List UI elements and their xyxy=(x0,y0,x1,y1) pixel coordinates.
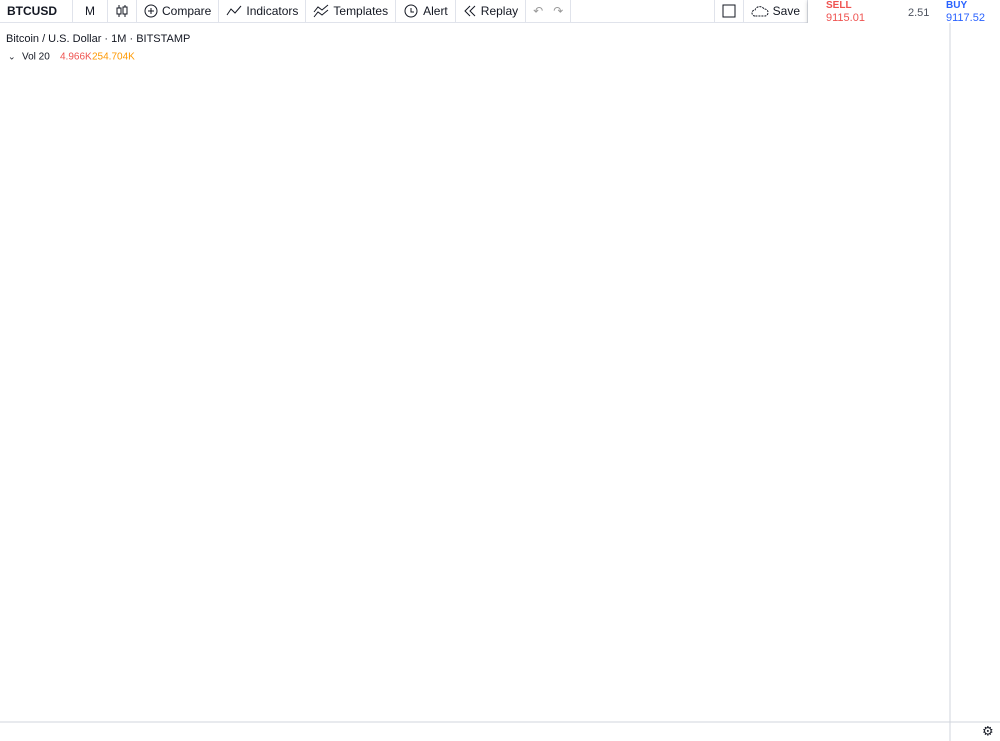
save-button[interactable]: Save xyxy=(744,0,808,22)
alert-button[interactable]: Alert xyxy=(396,0,456,22)
undo-redo[interactable]: ↶ ↷ xyxy=(526,0,572,22)
volume-title: Vol 20 xyxy=(22,52,50,63)
indicators-button[interactable]: Indicators xyxy=(219,0,307,22)
symbol[interactable]: BTCUSD xyxy=(0,0,73,22)
symbol-text: BTCUSD xyxy=(7,4,57,18)
candle-icon xyxy=(116,5,128,17)
interval-text: M xyxy=(85,4,95,18)
replay-icon xyxy=(464,5,476,17)
indicators-icon xyxy=(226,5,242,16)
spread: 2.51 xyxy=(908,7,930,19)
chart: Bitcoin / U.S. Dollar · 1M · BITSTAMP ⌄ … xyxy=(0,23,1000,741)
alert-icon xyxy=(404,4,418,18)
chart-style[interactable] xyxy=(108,0,137,22)
replay-button[interactable]: Replay xyxy=(456,0,527,22)
chart-title: Bitcoin / U.S. Dollar · 1M · BITSTAMP xyxy=(6,33,190,45)
volume-ma: 254.704K xyxy=(92,52,135,63)
square-icon xyxy=(722,4,736,18)
volume-toggle[interactable]: ⌄ xyxy=(8,51,16,61)
cloud-icon xyxy=(751,6,769,17)
interval[interactable]: M xyxy=(73,0,108,22)
indicators-text: Indicators xyxy=(246,4,299,18)
chart-background xyxy=(0,23,1000,741)
layout-button[interactable] xyxy=(713,0,744,22)
plus-icon xyxy=(144,4,158,18)
save-text: Save xyxy=(772,4,800,18)
sell-label[interactable]: SELL xyxy=(826,0,852,11)
templates-button[interactable]: Templates xyxy=(306,0,397,22)
buy-price[interactable]: 9117.52 xyxy=(946,12,985,24)
templates-icon xyxy=(314,4,329,18)
templates-text: Templates xyxy=(333,4,389,18)
toolbar: BTCUSD M Compare Indicators Templates Al… xyxy=(0,0,1000,23)
compare-text: Compare xyxy=(162,4,212,18)
replay-text: Replay xyxy=(480,4,519,18)
volume-value: 4.966K xyxy=(60,52,92,63)
sell-price[interactable]: 9115.01 xyxy=(826,12,865,24)
compare-button[interactable]: Compare xyxy=(137,0,220,22)
settings-icon[interactable]: ⚙ xyxy=(982,723,994,738)
alert-text: Alert xyxy=(423,4,448,18)
buy-label[interactable]: BUY xyxy=(946,0,968,11)
